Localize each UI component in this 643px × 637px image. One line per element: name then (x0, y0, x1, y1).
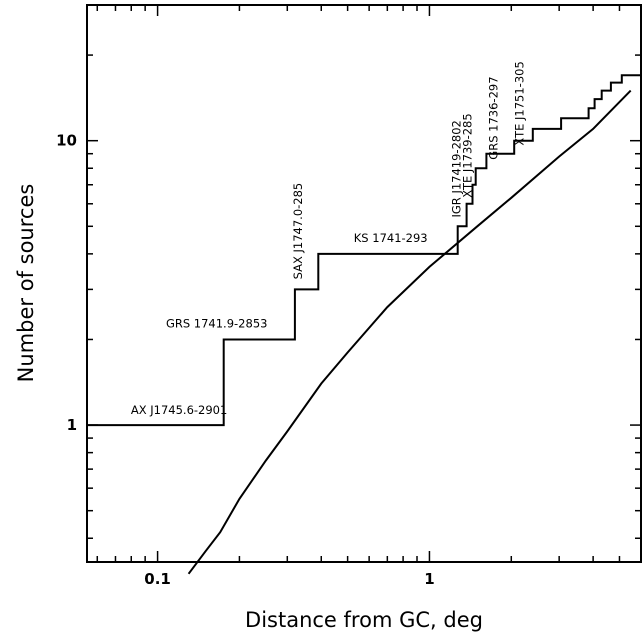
y-axis-title: Number of sources (14, 184, 38, 383)
source-label: SAX J1747.0-285 (291, 183, 305, 280)
cumulative-step-line (87, 74, 641, 427)
source-label: IGR J17419-2802 (449, 120, 463, 217)
x-tick-label: 1 (424, 570, 434, 588)
source-label: KS 1741-293 (354, 231, 428, 245)
annotations-group: AX J1745.6-2901 GRS 1741.9-2853 SAX J1747.… (131, 61, 527, 417)
x-tick-label: 0.1 (144, 570, 171, 588)
source-label: AX J1745.6-2901 (131, 403, 227, 417)
plot-frame (86, 4, 642, 563)
series-group (87, 74, 641, 575)
source-label: GRS 1741.9-2853 (166, 316, 268, 330)
x-axis-title: Distance from GC, deg (245, 608, 483, 632)
source-label: GRS 1736-297 (487, 76, 501, 159)
axis-ticks (87, 4, 642, 562)
y-tick-label: 10 (56, 132, 77, 150)
source-label: XTE J1739-285 (461, 113, 475, 197)
y-tick-label: 1 (67, 416, 77, 434)
model-curve (187, 89, 632, 575)
source-label: XTE J1751-305 (513, 61, 527, 145)
tick-labels: 0.1 1 1 10 (56, 132, 435, 588)
